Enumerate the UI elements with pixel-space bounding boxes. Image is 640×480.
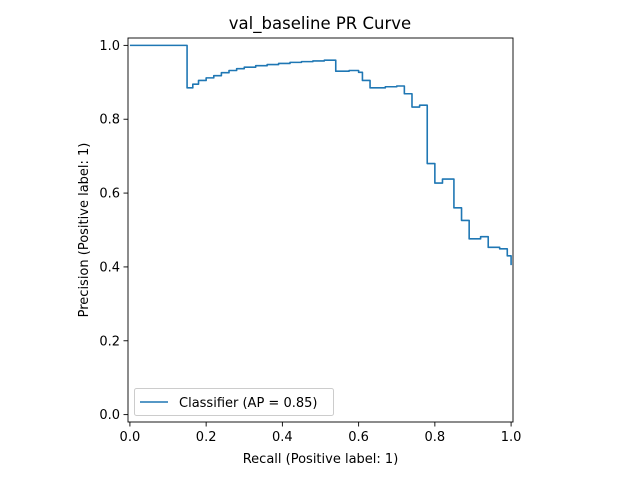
x-axis-label: Recall (Positive label: 1) (243, 452, 399, 467)
y-tick-label: 0.8 (99, 113, 120, 128)
y-tick-label: 1.0 (99, 39, 120, 54)
legend-box (134, 388, 334, 416)
x-tick-label: 0.4 (272, 430, 293, 445)
chart-title: val_baseline PR Curve (229, 14, 411, 34)
legend-label: Classifier (AP = 0.85) (179, 396, 317, 411)
x-axis-ticks: 0.0 0.2 0.4 0.6 0.8 1.0 (120, 422, 522, 445)
y-tick-label: 0.0 (99, 408, 120, 423)
x-tick-label: 0.6 (348, 430, 369, 445)
x-tick-label: 1.0 (501, 430, 522, 445)
y-tick-label: 0.2 (99, 334, 120, 349)
pr-curve-line (129, 44, 512, 266)
x-tick-label: 0.0 (120, 430, 141, 445)
plot-frame (127, 37, 514, 423)
y-tick-label: 0.4 (99, 260, 120, 275)
y-tick-label: 0.6 (99, 187, 120, 202)
x-tick-label: 0.8 (425, 430, 446, 445)
y-axis-ticks: 0.0 0.2 0.4 0.6 0.8 1.0 (99, 39, 128, 423)
x-tick-label: 0.2 (196, 430, 217, 445)
legend: Classifier (AP = 0.85) (134, 388, 334, 416)
y-axis-label: Precision (Positive label: 1) (77, 143, 92, 318)
